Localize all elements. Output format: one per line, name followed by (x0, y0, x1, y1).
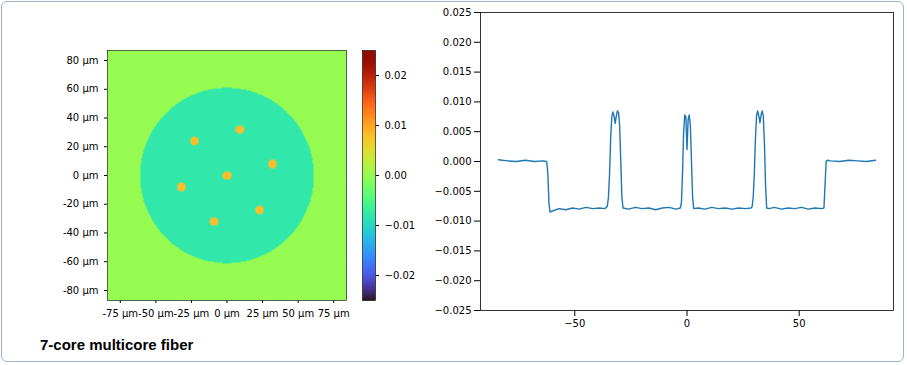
svg-text:60 µm: 60 µm (66, 83, 98, 94)
html-text:7-core multicore fiber: 7-core multicore fiber (40, 336, 194, 353)
svg-text:0.020: 0.020 (443, 37, 472, 48)
svg-text:0.02: 0.02 (385, 70, 407, 81)
svg-text:50 µm: 50 µm (282, 308, 314, 319)
svg-text:-40 µm: -40 µm (63, 227, 99, 238)
svg-text:−0.015: −0.015 (434, 245, 471, 256)
svg-text:−0.01: −0.01 (385, 220, 416, 231)
svg-text:−50: −50 (564, 318, 585, 329)
svg-text:50: 50 (793, 318, 806, 329)
svg-text:-25 µm: -25 µm (174, 308, 210, 319)
svg-text:−0.005: −0.005 (434, 186, 471, 197)
svg-text:-20 µm: -20 µm (63, 198, 99, 209)
svg-text:−0.010: −0.010 (434, 215, 471, 226)
svg-text:0.010: 0.010 (443, 96, 472, 107)
svg-text:−0.020: −0.020 (434, 275, 471, 286)
svg-text:0 µm: 0 µm (73, 170, 99, 181)
svg-text:0.015: 0.015 (443, 66, 472, 77)
svg-text:0 µm: 0 µm (214, 308, 240, 319)
svg-text:-50 µm: -50 µm (138, 308, 174, 319)
svg-text:80 µm: 80 µm (66, 55, 98, 66)
svg-text:40 µm: 40 µm (66, 112, 98, 123)
svg-text:25 µm: 25 µm (247, 308, 279, 319)
svg-text:0.025: 0.025 (443, 7, 472, 18)
svg-text:0: 0 (684, 318, 690, 329)
svg-text:-80 µm: -80 µm (63, 285, 99, 296)
svg-text:0.000: 0.000 (443, 156, 472, 167)
svg-text:0.00: 0.00 (385, 170, 407, 181)
svg-text:-75 µm: -75 µm (102, 308, 138, 319)
svg-text:20 µm: 20 µm (66, 141, 98, 152)
svg-text:0.01: 0.01 (385, 120, 407, 131)
svg-text:75 µm: 75 µm (318, 308, 350, 319)
svg-text:−0.02: −0.02 (385, 270, 416, 281)
svg-text:-60 µm: -60 µm (63, 256, 99, 267)
svg-text:0.005: 0.005 (443, 126, 472, 137)
svg-text:−0.025: −0.025 (434, 305, 471, 316)
